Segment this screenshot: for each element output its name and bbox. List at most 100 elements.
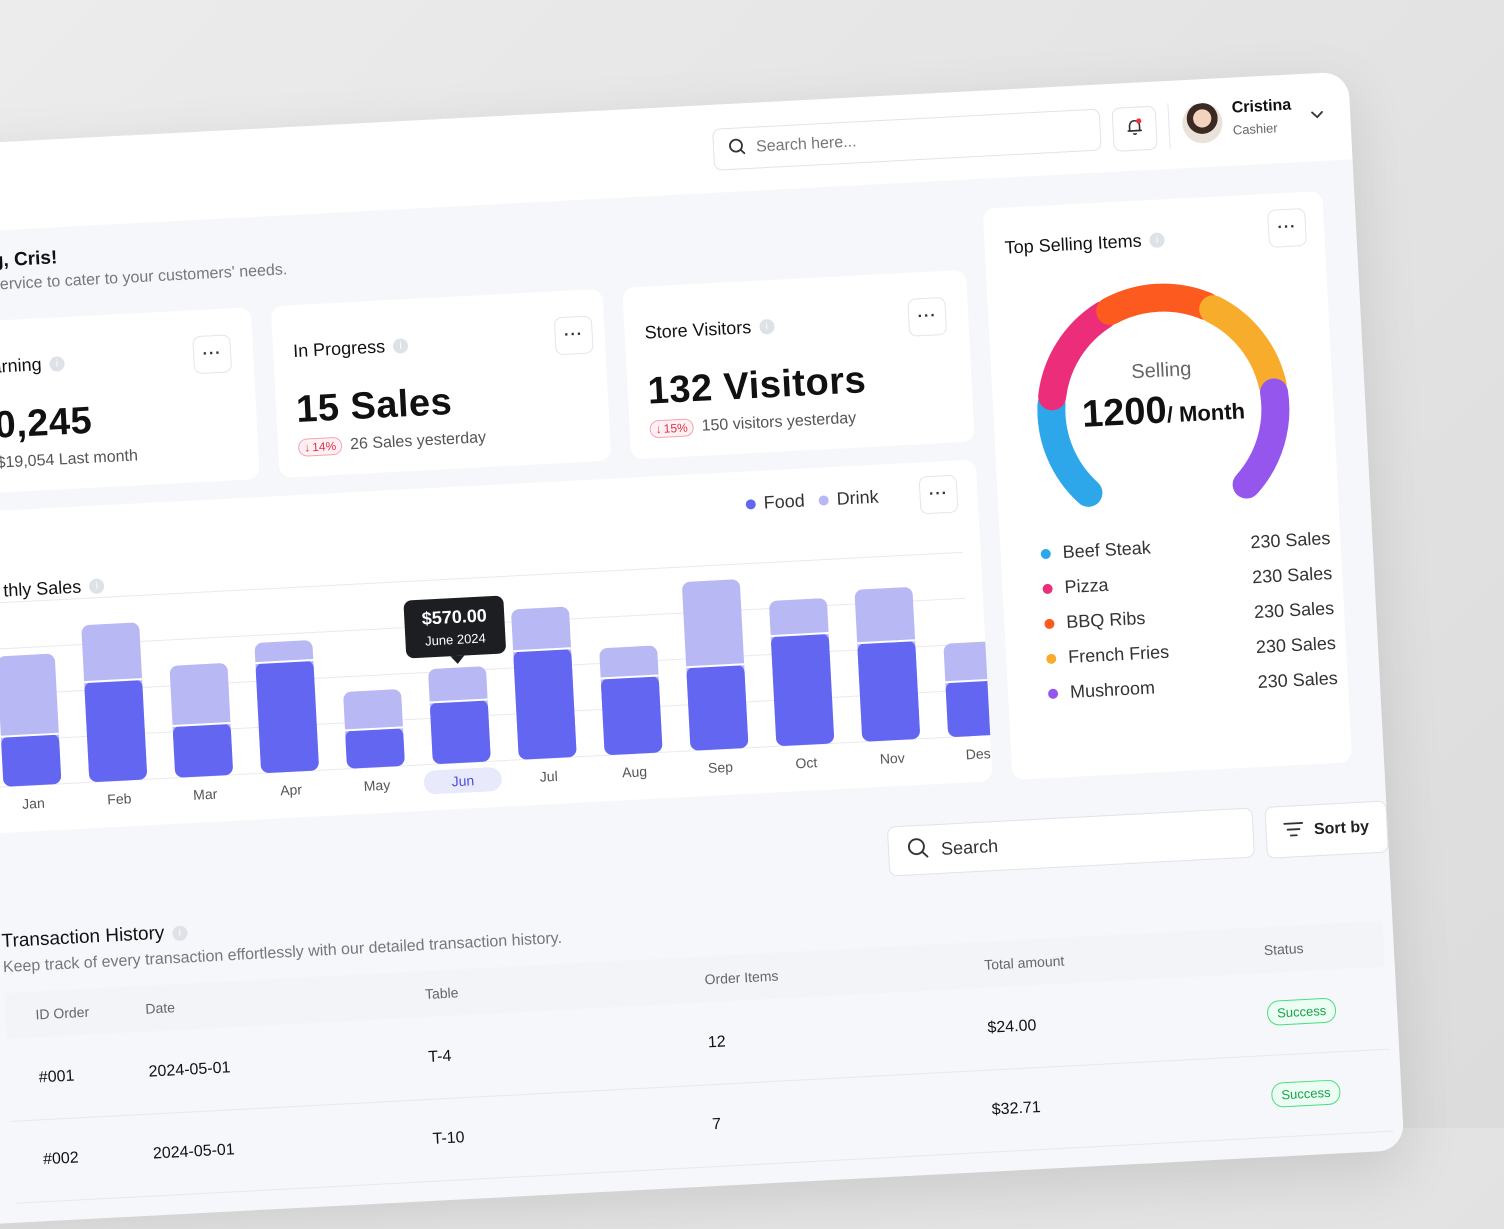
info-icon[interactable]: i <box>1149 232 1165 248</box>
earning-sub-text: $19,054 Last month <box>0 447 138 472</box>
bar-segment-food[interactable] <box>430 699 491 764</box>
item-sales: 230 Sales <box>1255 633 1336 658</box>
bar-jun[interactable] <box>428 666 491 764</box>
item-name: Pizza <box>1064 575 1109 598</box>
bar-aug[interactable] <box>599 645 663 755</box>
x-tick-jul: Jul <box>518 767 579 786</box>
item-dot <box>1046 653 1057 664</box>
store-visitors-title: Store Visitors i <box>644 316 775 344</box>
th-order-items[interactable]: Order Items <box>704 968 779 988</box>
bar-segment-food[interactable] <box>173 723 234 778</box>
bar-segment-food[interactable] <box>1 734 62 787</box>
gauge-unit: / Month <box>1166 398 1245 427</box>
x-tick-sep: Sep <box>690 758 751 777</box>
bar-segment-food[interactable] <box>513 648 577 760</box>
item-name: French Fries <box>1068 642 1170 668</box>
delta-badge: ↓15% <box>649 418 694 438</box>
bar-oct[interactable] <box>769 598 835 746</box>
bar-des[interactable] <box>943 641 992 738</box>
transaction-search-input[interactable]: Search <box>887 808 1255 877</box>
search-icon <box>728 137 747 161</box>
notification-button[interactable] <box>1112 106 1158 152</box>
bar-apr[interactable] <box>254 640 319 773</box>
status-badge: Success <box>1266 997 1336 1026</box>
store-visitors-card: Store Visitors i ··· 132 Visitors ↓15% 1… <box>622 270 975 460</box>
dashboard-window: Search here... Cristina Cashier rning, C… <box>0 71 1404 1228</box>
bar-jul[interactable] <box>511 606 577 759</box>
store-visitors-more-button[interactable]: ··· <box>907 297 947 337</box>
bar-may[interactable] <box>343 689 405 769</box>
item-label: French Fries <box>1046 642 1170 669</box>
bar-segment-food[interactable] <box>857 640 920 742</box>
item-label: Pizza <box>1042 575 1109 599</box>
item-label: Beef Steak <box>1040 537 1151 564</box>
delta-badge: ↓14% <box>298 437 343 457</box>
th-status[interactable]: Status <box>1263 940 1303 958</box>
chevron-down-icon[interactable] <box>1310 107 1325 126</box>
bar-segment-food[interactable] <box>345 727 405 768</box>
x-tick-des: Des <box>948 744 1009 763</box>
cell-id: #002 <box>43 1149 79 1169</box>
sort-label: Sort by <box>1314 818 1370 839</box>
store-visitors-sub-text: 150 visitors yesterday <box>701 410 856 436</box>
bar-segment-food[interactable] <box>945 679 992 737</box>
info-icon[interactable]: i <box>393 338 409 354</box>
info-icon[interactable]: i <box>172 925 188 941</box>
filter-icon <box>1284 820 1305 842</box>
top-selling-card: Top Selling Items i ··· Selling 1200/ Mo… <box>983 191 1352 780</box>
status-badge: Cancel <box>1275 1162 1337 1190</box>
global-search-input[interactable]: Search here... <box>712 109 1102 171</box>
bar-segment-food[interactable] <box>686 664 748 751</box>
sort-button[interactable]: Sort by <box>1264 800 1389 858</box>
x-tick-jan: Jan <box>3 794 64 813</box>
top-selling-more-button[interactable]: ··· <box>1267 208 1307 248</box>
info-icon[interactable]: i <box>49 356 65 372</box>
earning-sub: $19,054 Last month <box>0 447 138 472</box>
th-total-amount[interactable]: Total amount <box>984 953 1065 973</box>
search-icon <box>906 836 929 864</box>
bar-segment-food[interactable] <box>255 660 319 773</box>
delta-value: 15% <box>663 421 688 436</box>
bar-feb[interactable] <box>81 622 147 782</box>
info-icon[interactable]: i <box>759 319 775 335</box>
arrow-down-icon: ↓ <box>304 440 311 454</box>
search-placeholder: Search here... <box>756 133 857 156</box>
bar-segment-food[interactable] <box>771 633 835 746</box>
gauge-segment-bbq-ribs[interactable] <box>1110 295 1207 311</box>
bar-jan[interactable] <box>0 654 61 787</box>
th-id-order[interactable]: ID Order <box>35 1004 89 1023</box>
earning-card: arning i ··· 0,245 $19,054 Last month <box>0 307 260 494</box>
greeting-title: rning, Cris! <box>0 247 58 274</box>
store-visitors-sub: ↓15% 150 visitors yesterday <box>649 410 856 439</box>
cell-table: T-4 <box>428 1048 452 1067</box>
earning-more-button[interactable]: ··· <box>192 334 232 374</box>
user-role: Cashier <box>1232 120 1278 137</box>
cell-total: $24.00 <box>987 1017 1037 1038</box>
item-dot <box>1044 618 1055 629</box>
status-badge: Success <box>1271 1079 1341 1108</box>
th-date[interactable]: Date <box>145 999 175 1017</box>
transaction-history-section: Search Sort by Transaction History i Kee… <box>0 779 1404 1229</box>
earning-value: 0,245 <box>0 400 93 448</box>
x-tick-jun[interactable]: Jun <box>423 767 502 795</box>
in-progress-more-button[interactable]: ··· <box>554 315 594 355</box>
in-progress-card: In Progress i ··· 15 Sales ↓14% 26 Sales… <box>271 289 612 478</box>
item-name: Mushroom <box>1070 677 1156 702</box>
cell-date: 2024-05-01 <box>148 1059 231 1081</box>
th-table[interactable]: Table <box>425 984 459 1002</box>
bar-nov[interactable] <box>854 587 920 742</box>
item-sales: 230 Sales <box>1252 563 1333 588</box>
earning-title-text: arning <box>0 354 42 378</box>
item-dot <box>1042 583 1053 594</box>
bar-mar[interactable] <box>169 663 233 778</box>
avatar[interactable] <box>1181 102 1223 144</box>
bar-sep[interactable] <box>682 579 749 751</box>
cell-total: $32.71 <box>991 1099 1041 1120</box>
x-tick-mar: Mar <box>175 785 236 804</box>
cell-items: 7 <box>712 1116 722 1134</box>
bar-segment-food[interactable] <box>84 679 147 782</box>
more-icon: ··· <box>564 326 584 345</box>
bar-segment-food[interactable] <box>601 675 663 755</box>
